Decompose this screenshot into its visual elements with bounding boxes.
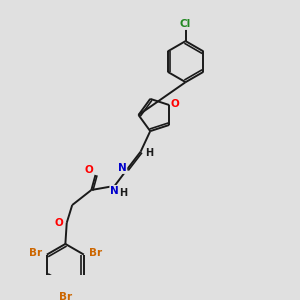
Text: Br: Br — [59, 292, 72, 300]
Text: O: O — [55, 218, 63, 228]
Text: Br: Br — [89, 248, 102, 258]
Text: H: H — [119, 188, 127, 198]
Text: O: O — [84, 165, 93, 175]
Text: N: N — [118, 163, 126, 173]
Text: O: O — [171, 99, 180, 109]
Text: Cl: Cl — [180, 19, 191, 29]
Text: H: H — [145, 148, 154, 158]
Text: N: N — [110, 186, 119, 196]
Text: Br: Br — [29, 248, 42, 258]
